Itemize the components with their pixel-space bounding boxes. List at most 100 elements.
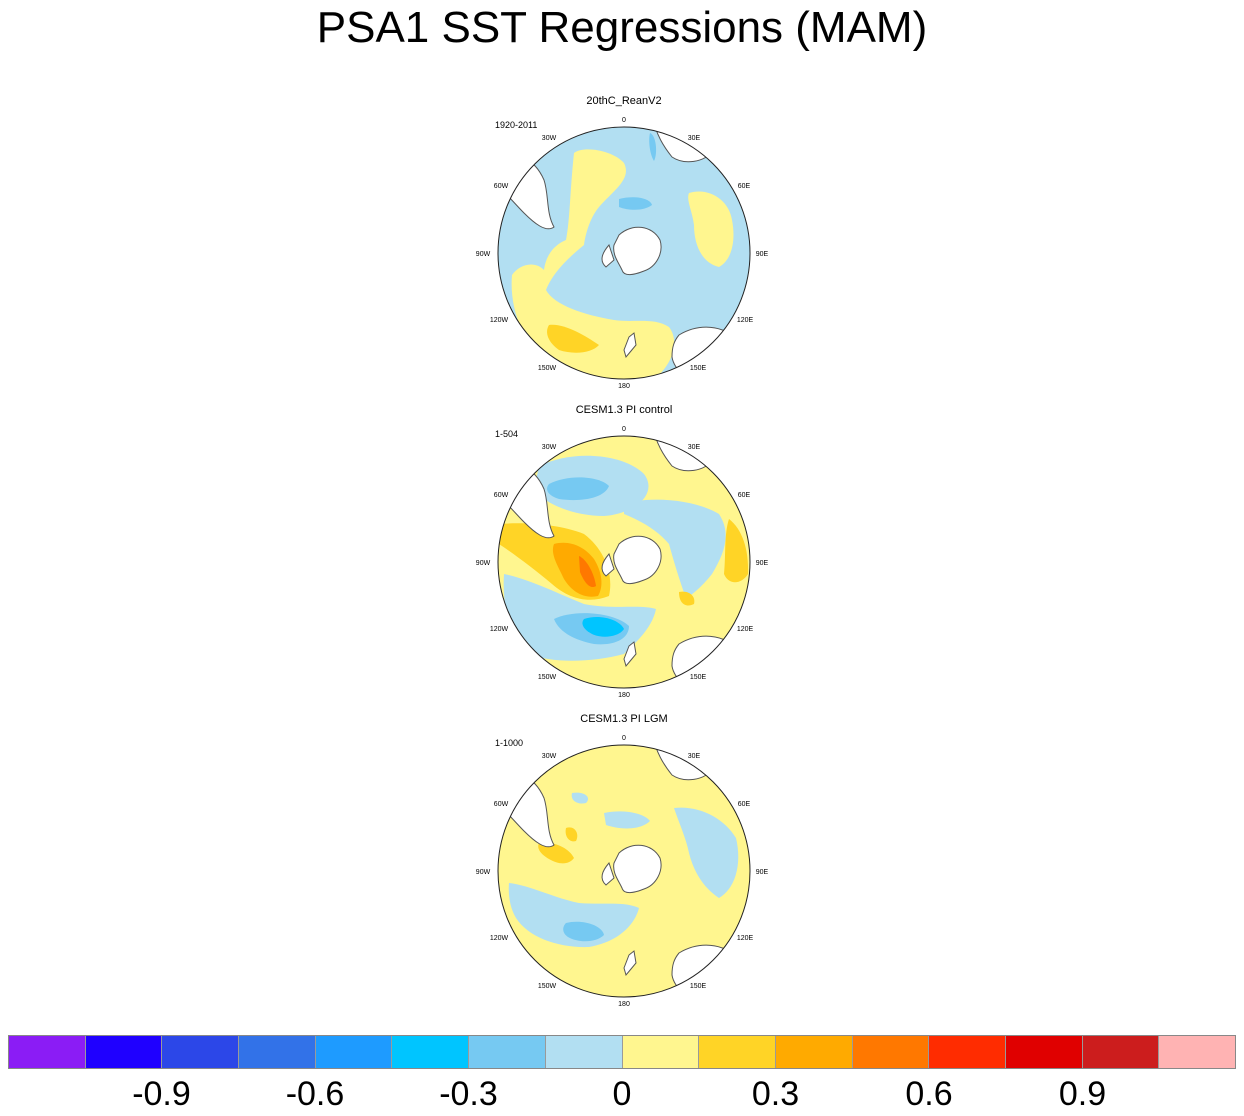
land [601,553,615,577]
sst-positive-region [547,324,599,353]
land [671,635,738,688]
lon-label-120w: 120W [490,626,509,633]
sst-positive-region [679,591,695,606]
period-label: 1920-2011 [495,120,538,130]
map-boundary [497,435,751,689]
lon-label-0: 0 [622,735,626,742]
lon-label-180: 180 [618,383,630,390]
polar-map: 0 30E 60E 90E 120E 150E 180 150W 120W 90… [476,426,769,699]
colorbar-box [239,1036,316,1068]
colorbar-tick-label: 0.6 [905,1075,953,1113]
lon-label-0: 0 [622,426,626,433]
colorbar-tick-label: -0.3 [439,1075,498,1113]
lon-label-0: 0 [622,117,626,124]
lon-label-90e: 90E [756,869,769,876]
sst-negative-region [649,133,657,161]
period-label: 1-1000 [495,738,524,748]
colorbar-box [9,1036,86,1068]
lon-label-60w: 60W [494,492,509,499]
lon-label-120e: 120E [737,626,754,633]
map-boundary [497,126,751,380]
lon-label-150w: 150W [538,674,557,681]
colorbar-box [622,1036,700,1068]
land [613,535,662,585]
lon-label-150w: 150W [538,365,557,372]
panel-cesm-pi-control: CESM1.3 PI control 1-504 0 30E [474,404,774,704]
lon-label-60e: 60E [738,183,751,190]
sst-positive-region [565,827,578,842]
lon-label-60w: 60W [494,801,509,808]
lon-label-90w: 90W [476,560,491,567]
sst-positive-region [724,519,749,583]
lon-label-60e: 60E [738,801,751,808]
lon-label-120w: 120W [490,317,509,324]
colorbar-box [545,1036,623,1068]
panel-title: 20thC_ReanV2 [586,95,662,107]
lon-label-60w: 60W [494,183,509,190]
lon-label-150e: 150E [690,674,707,681]
land [601,862,615,886]
colorbar-box [699,1036,776,1068]
lon-label-150e: 150E [690,983,707,990]
sst-negative-region [624,499,726,598]
lon-label-180: 180 [618,1001,630,1008]
colorbar-tick-label: 0.3 [751,1075,800,1113]
colorbar-box [929,1036,1006,1068]
period-label: 1-504 [495,429,519,439]
map-boundary [497,744,751,998]
colorbar-tick-label: 0 [612,1075,632,1113]
sst-negative-region [674,807,739,898]
lon-label-150e: 150E [690,365,707,372]
colorbar-box [1082,1036,1160,1068]
colorbar-tick-label: -0.9 [132,1075,191,1113]
lon-label-150w: 150W [538,983,557,990]
polar-map: 0 30E 60E 90E 120E 150E 180 150W 120W 90… [476,735,769,1008]
colorbar-box [162,1036,240,1068]
colorbar-box [469,1036,546,1068]
sst-positive-region [511,149,675,379]
colorbar-box [315,1036,393,1068]
colorbar-box [1005,1036,1083,1068]
sst-positive-region [579,556,596,588]
colorbar [8,1035,1236,1069]
lon-label-60e: 60E [738,492,751,499]
land [613,226,662,276]
lon-label-180: 180 [618,692,630,699]
sst-negative-region [619,197,652,210]
sst-negative-region [604,811,650,829]
sst-negative-region [547,477,609,501]
lon-label-120e: 120E [737,935,754,942]
lon-label-30e: 30E [688,135,701,142]
lon-label-30e: 30E [688,753,701,760]
sst-negative-region [582,617,624,637]
lon-label-90w: 90W [476,251,491,258]
land [613,844,662,894]
land [623,641,637,668]
panel-cesm-pi-lgm: CESM1.3 PI LGM 1-1000 0 30E 60E 90E 120E [474,713,774,1013]
panel-20thc-reanv2: 20thC_ReanV2 1920-2011 0 30E 60E 90E 120… [474,95,774,395]
sst-positive-region [538,842,574,864]
lon-label-30w: 30W [542,444,557,451]
colorbar-box [852,1036,930,1068]
land [623,332,637,359]
panel-title: CESM1.3 PI LGM [580,713,668,725]
sst-negative-region [508,883,639,948]
sst-negative-region [563,921,604,942]
main-title: PSA1 SST Regressions (MAM) [316,3,928,52]
land [671,944,738,997]
lon-label-30w: 30W [542,753,557,760]
polar-map: 0 30E 60E 90E 120E 150E 180 150W 120W 90… [476,117,769,390]
colorbar-tick-label: 0.9 [1058,1075,1107,1113]
lon-label-30w: 30W [542,135,557,142]
lon-label-120w: 120W [490,935,509,942]
colorbar-box [1159,1036,1235,1068]
sst-positive-region [688,191,734,267]
land [623,950,637,977]
land [601,244,615,268]
lon-label-90w: 90W [476,869,491,876]
colorbar-box [85,1036,163,1068]
lon-label-90e: 90E [756,560,769,567]
lon-label-120e: 120E [737,317,754,324]
lon-label-90e: 90E [756,251,769,258]
sst-negative-region [571,792,589,804]
